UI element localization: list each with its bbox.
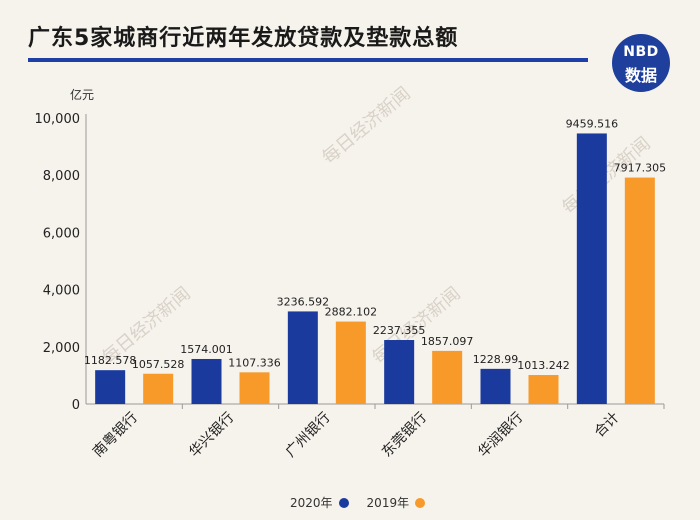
bar-2020 [576,133,607,405]
logo-text-nbd: NBD [623,44,659,60]
bar-2019 [143,373,174,404]
legend-swatch-2020 [338,497,349,508]
bar-value-label: 9459.516 [566,117,619,130]
bar-2019 [335,321,366,404]
chart-title: 广东5家城商行近两年发放贷款及垫款总额 [28,26,459,51]
bar-value-label: 1228.99 [473,353,519,366]
y-tick-label: 0 [72,398,80,413]
bar-value-label: 7917.305 [614,162,667,175]
nbd-logo: NBD 数据 [612,34,670,92]
y-tick-label: 10,000 [35,112,81,127]
watermark-text: 每日经济新闻 [318,83,414,169]
legend-label-2019: 2019年 [366,496,410,510]
bar-value-label: 1857.097 [421,335,474,348]
bar-value-label: 3236.592 [277,295,330,308]
y-tick-label: 4,000 [43,284,80,299]
bar-2020 [287,311,318,404]
bar-value-label: 1574.001 [180,343,233,356]
x-tick-label: 南粤银行 [90,410,141,461]
bar-2019 [624,177,655,404]
bar-value-label: 1013.242 [517,359,570,372]
bar-2019 [432,350,463,404]
bar-value-label: 1057.528 [132,358,185,371]
bar-2019 [528,375,559,404]
x-tick-label: 广州银行 [283,410,334,461]
y-tick-label: 8,000 [43,169,80,184]
bar-2020 [191,358,222,404]
y-tick-label: 2,000 [43,341,80,356]
bar-value-label: 1182.578 [84,354,137,367]
legend: 2020年 2019年 [290,494,443,511]
x-tick-label: 东莞银行 [379,410,430,461]
legend-label-2020: 2020年 [290,496,333,510]
y-axis-unit: 亿元 [70,87,94,102]
bar-2020 [95,370,126,404]
x-tick-label: 华兴银行 [186,410,237,461]
title-underline [28,58,588,62]
y-tick-label: 6,000 [43,226,80,241]
bar-value-label: 2237.355 [373,324,426,337]
bar-value-label: 1107.336 [228,356,281,369]
bar-2019 [239,372,270,404]
logo-text-data: 数据 [624,66,657,85]
legend-swatch-2019 [415,497,426,508]
x-tick-label: 合计 [592,410,623,441]
bar-2020 [384,340,415,404]
bar-2020 [480,368,511,404]
bar-value-label: 2882.102 [325,306,378,319]
x-tick-label: 华润银行 [475,410,526,461]
